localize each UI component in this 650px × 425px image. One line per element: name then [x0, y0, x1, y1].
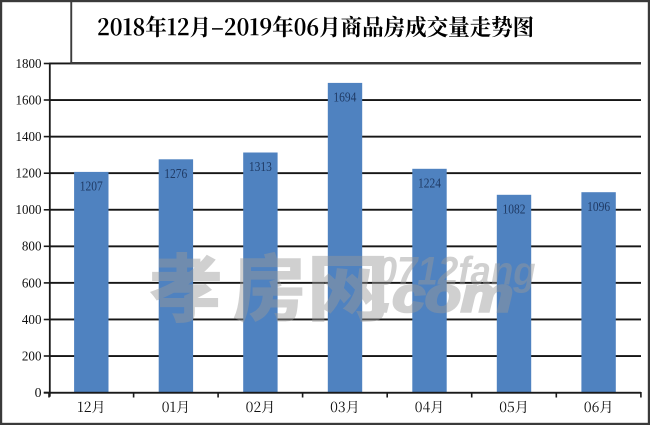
svg-text:1800: 1800 [16, 56, 42, 71]
svg-text:.com: .com [376, 268, 513, 322]
svg-text:800: 800 [22, 239, 42, 254]
svg-text:1694: 1694 [333, 91, 356, 106]
svg-text:400: 400 [22, 312, 42, 327]
svg-text:1000: 1000 [16, 202, 42, 217]
svg-text:200: 200 [22, 348, 42, 363]
svg-text:1313: 1313 [249, 160, 272, 175]
svg-text:600: 600 [22, 275, 42, 290]
svg-text:1400: 1400 [16, 129, 42, 144]
svg-text:1082: 1082 [503, 202, 526, 217]
svg-text:1200: 1200 [16, 166, 42, 181]
svg-text:1276: 1276 [164, 167, 187, 182]
svg-text:1096: 1096 [587, 200, 610, 215]
svg-text:0: 0 [35, 385, 42, 400]
svg-text:1224: 1224 [418, 176, 441, 191]
svg-text:1600: 1600 [16, 92, 42, 107]
svg-text:0712fang: 0712fang [377, 249, 536, 294]
svg-text:1207: 1207 [80, 180, 103, 195]
